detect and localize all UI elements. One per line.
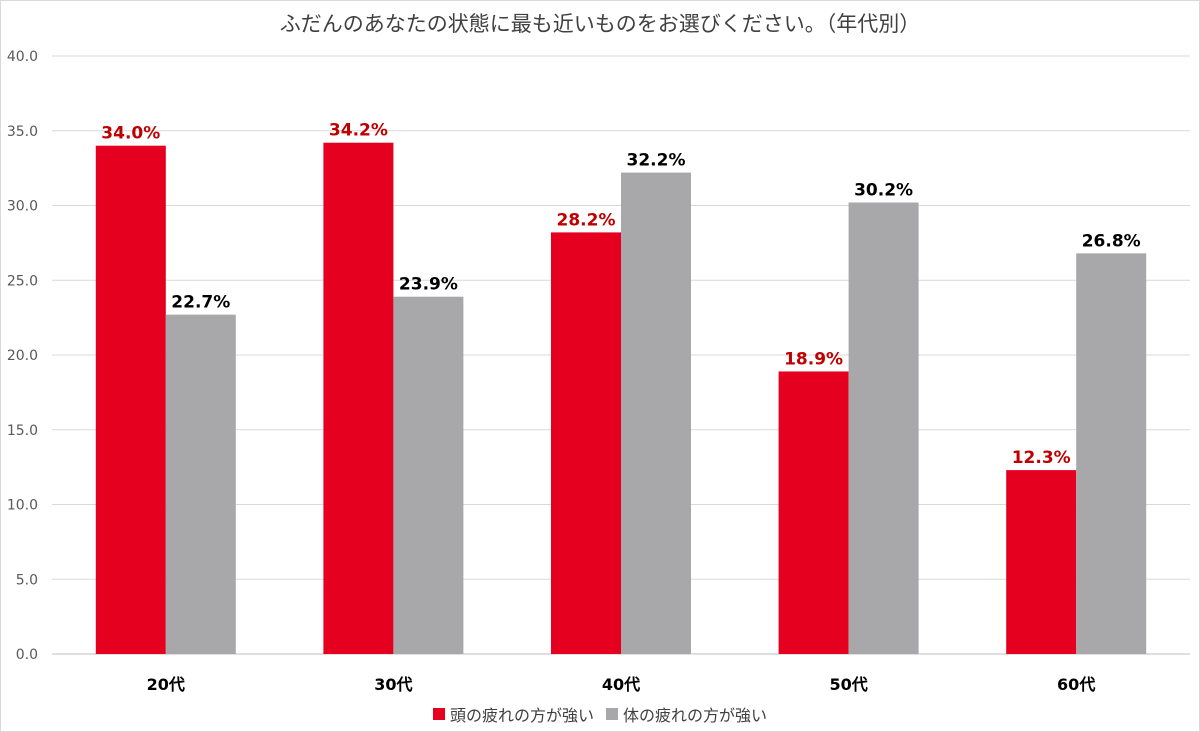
- x-tick-label: 20代: [147, 675, 185, 694]
- x-tick-label: 40代: [602, 675, 640, 694]
- bar: [1076, 253, 1147, 654]
- legend-item-series-2: 体の疲れの方が強い: [606, 702, 767, 726]
- axes: 0.0 5.0 10.0 15.0 20.0 25.0 30.0 35.0 40.0 20代 30代…: [7, 49, 1096, 694]
- bar: [393, 296, 464, 654]
- bar: [165, 314, 236, 654]
- data-label: 30.2%: [854, 181, 913, 201]
- bar: [778, 371, 849, 654]
- data-label: 12.3%: [1012, 448, 1071, 468]
- bar: [848, 202, 919, 654]
- legend: 頭の疲れの方が強い 体の疲れの方が強い: [0, 702, 1200, 726]
- chart-title: ふだんのあなたの状態に最も近いものをお選びください。（年代別）: [279, 12, 921, 36]
- x-tick-label: 30代: [374, 675, 412, 694]
- data-label: 32.2%: [627, 151, 686, 171]
- bar: [1006, 470, 1077, 654]
- legend-swatch-series-1: [432, 708, 445, 720]
- legend-swatch-series-2: [606, 708, 618, 720]
- y-tick-label: 25.0: [7, 273, 38, 289]
- data-label: 23.9%: [399, 275, 458, 295]
- y-tick-label: 10.0: [7, 498, 38, 514]
- data-label: 34.0%: [101, 124, 160, 144]
- y-tick-label: 35.0: [7, 124, 38, 140]
- data-label: 22.7%: [171, 293, 230, 313]
- legend-label-series-2: 体の疲れの方が強い: [623, 706, 768, 725]
- data-label: 34.2%: [329, 121, 388, 141]
- y-tick-label: 40.0: [7, 49, 38, 65]
- y-tick-label: 20.0: [7, 348, 38, 364]
- x-tick-label: 50代: [829, 675, 867, 694]
- bar: [551, 232, 621, 654]
- data-labels: 34.0% 22.7% 34.2% 23.9% 28.2% 32.2% 18.9% 30.2%…: [101, 121, 1140, 468]
- bar: [323, 142, 394, 654]
- data-label: 28.2%: [557, 210, 616, 230]
- y-tick-label: 30.0: [7, 199, 38, 215]
- legend-label-series-1: 頭の疲れの方が強い: [449, 706, 594, 725]
- data-label: 18.9%: [784, 349, 843, 369]
- x-tick-label: 60代: [1057, 675, 1095, 694]
- y-tick-label: 0.0: [16, 647, 38, 663]
- bars: [95, 142, 1147, 655]
- y-tick-label: 5.0: [16, 572, 38, 588]
- data-label: 26.8%: [1082, 231, 1141, 251]
- bar: [621, 172, 691, 655]
- legend-item-series-1: 頭の疲れの方が強い: [432, 702, 594, 726]
- y-tick-label: 15.0: [7, 423, 38, 439]
- bar: [95, 145, 166, 654]
